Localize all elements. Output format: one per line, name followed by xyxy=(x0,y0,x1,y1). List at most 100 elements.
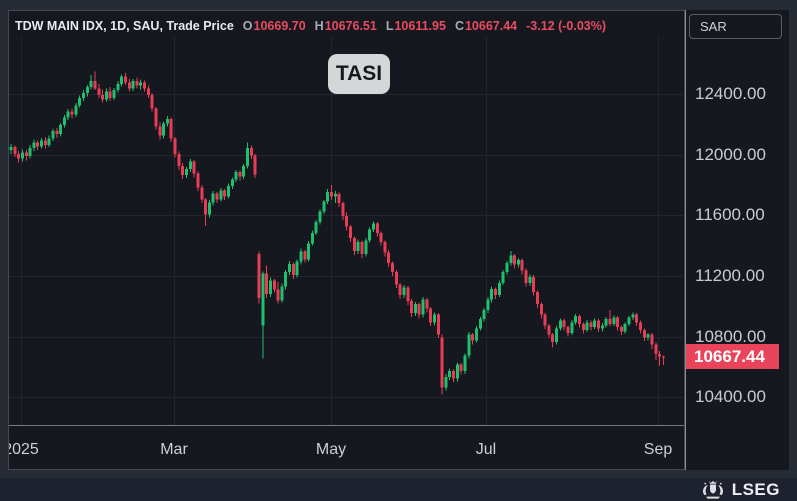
candle xyxy=(638,322,642,330)
candle xyxy=(101,94,105,100)
candle xyxy=(257,254,261,298)
candle xyxy=(261,273,265,326)
candle xyxy=(463,355,467,371)
candle xyxy=(154,108,158,127)
price-gridline xyxy=(9,155,684,156)
candle xyxy=(566,326,570,333)
chart-panel[interactable]: TDW MAIN IDX, 1D, SAU, Trade Price O 1066… xyxy=(8,10,685,470)
candle xyxy=(345,216,349,227)
candle xyxy=(169,119,173,139)
instrument-watermark: TASI xyxy=(328,54,390,94)
candle xyxy=(597,320,601,329)
candle-wick xyxy=(334,191,336,204)
candle xyxy=(200,187,204,200)
candle xyxy=(631,314,635,318)
candle xyxy=(265,273,269,295)
candle xyxy=(375,223,379,233)
candle xyxy=(635,314,639,323)
candle xyxy=(364,240,368,255)
candle xyxy=(97,88,101,95)
candle xyxy=(600,325,604,329)
candle xyxy=(150,94,154,109)
candle xyxy=(371,223,375,230)
candle xyxy=(417,304,421,315)
time-gridline xyxy=(658,37,659,425)
lseg-crest-icon xyxy=(702,480,723,499)
candle xyxy=(272,280,276,290)
candle xyxy=(337,194,341,204)
candle xyxy=(219,190,223,200)
candle xyxy=(623,323,627,332)
candle xyxy=(36,142,40,147)
candle xyxy=(341,203,345,217)
candle xyxy=(127,82,131,89)
candle xyxy=(40,140,44,147)
candle xyxy=(654,344,658,355)
time-axis-separator xyxy=(9,425,684,426)
candle xyxy=(226,185,230,197)
candle xyxy=(47,138,51,145)
candle xyxy=(505,263,509,273)
candle xyxy=(398,284,402,295)
candle xyxy=(93,81,97,89)
price-tick-label: 10400.00 xyxy=(695,387,766,407)
candle xyxy=(238,172,242,177)
candle xyxy=(24,152,28,157)
last-price-badge: 10667.44 xyxy=(686,343,779,369)
time-axis[interactable]: 2025 Mar May Jul Sep xyxy=(9,435,684,469)
candle xyxy=(112,90,116,98)
price-tick-label: 11200.00 xyxy=(695,266,765,285)
candle xyxy=(574,316,578,323)
close-value: 10667.44 xyxy=(464,19,518,33)
candle-wick xyxy=(94,71,96,91)
candle xyxy=(474,328,478,341)
candle xyxy=(577,316,581,324)
candle xyxy=(402,287,406,295)
candle xyxy=(429,308,433,323)
legend: TDW MAIN IDX, 1D, SAU, Trade Price O 1066… xyxy=(15,16,606,36)
time-axis-label: Jul xyxy=(475,441,497,458)
currency-button[interactable]: SAR xyxy=(689,14,782,39)
candle xyxy=(74,105,78,115)
candle xyxy=(242,166,246,177)
time-gridline xyxy=(331,37,332,425)
candle xyxy=(387,252,391,264)
candle xyxy=(524,270,528,283)
candle xyxy=(509,255,513,264)
candle xyxy=(570,322,574,333)
candle xyxy=(288,263,292,273)
candle xyxy=(520,260,524,271)
candle xyxy=(299,251,303,262)
candle xyxy=(326,191,330,202)
candle xyxy=(165,119,169,124)
candle xyxy=(391,263,395,273)
price-tick-label: 10800.00 xyxy=(695,326,766,346)
candle xyxy=(181,166,185,176)
price-axis[interactable]: SAR 12400.00 12000.00 11600.00 11200.00 1080… xyxy=(685,10,789,470)
candle xyxy=(661,356,665,358)
time-gridline xyxy=(174,37,175,425)
candle xyxy=(17,153,21,159)
close-label: C xyxy=(454,19,464,33)
candle xyxy=(486,299,490,311)
instrument-title: TDW MAIN IDX, 1D, SAU, Trade Price xyxy=(15,19,234,33)
candle xyxy=(379,232,383,242)
candle xyxy=(268,280,272,295)
candle xyxy=(642,329,646,338)
candle xyxy=(249,147,253,156)
candle xyxy=(616,317,620,327)
candle xyxy=(318,211,322,223)
candle xyxy=(539,304,543,315)
low-label: L xyxy=(385,19,394,33)
candle xyxy=(646,334,650,338)
candle xyxy=(581,323,585,330)
candle xyxy=(177,153,181,167)
candle-wick xyxy=(659,351,661,366)
candle xyxy=(410,301,414,314)
candle xyxy=(356,241,360,251)
time-axis-label: May xyxy=(315,441,347,458)
candlestick-chart[interactable] xyxy=(9,11,685,469)
candle xyxy=(173,138,177,154)
candle xyxy=(471,334,475,341)
